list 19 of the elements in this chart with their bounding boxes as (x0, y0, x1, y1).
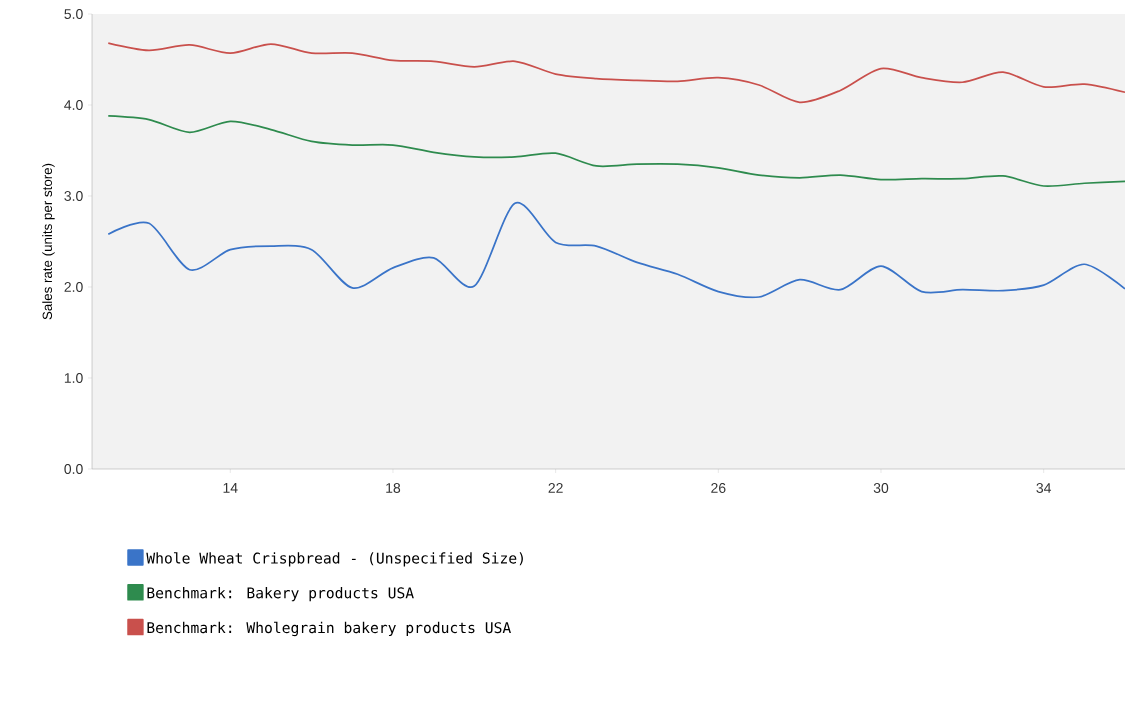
y-tick-label: 0.0 (64, 464, 83, 474)
legend-label: Whole Wheat Crispbread - (Unspecified Size) (146, 552, 523, 567)
x-tick-label: 18 (386, 483, 401, 493)
y-tick-label: 5.0 (64, 9, 83, 19)
line-series (107, 42, 1126, 104)
line-series (107, 202, 1126, 299)
x-tick-label: 14 (223, 483, 238, 493)
y-tick-label: 4.0 (64, 100, 83, 110)
x-tick-label: 26 (711, 483, 726, 493)
legend-label: Benchmark: Bakery products USA (147, 587, 414, 602)
y-axis-title: Sales rate (units per store) (42, 163, 55, 320)
y-tick-label: 2.0 (64, 282, 83, 292)
x-tick-label: 30 (873, 483, 889, 493)
x-tick-label: 22 (548, 483, 563, 493)
line-series (107, 115, 1126, 188)
legend-label: Benchmark: Wholegrain bakery products USA (147, 621, 511, 637)
x-tick-label: 34 (1036, 483, 1052, 493)
y-tick-label: 3.0 (64, 191, 83, 201)
y-tick-label: 1.0 (64, 373, 83, 383)
